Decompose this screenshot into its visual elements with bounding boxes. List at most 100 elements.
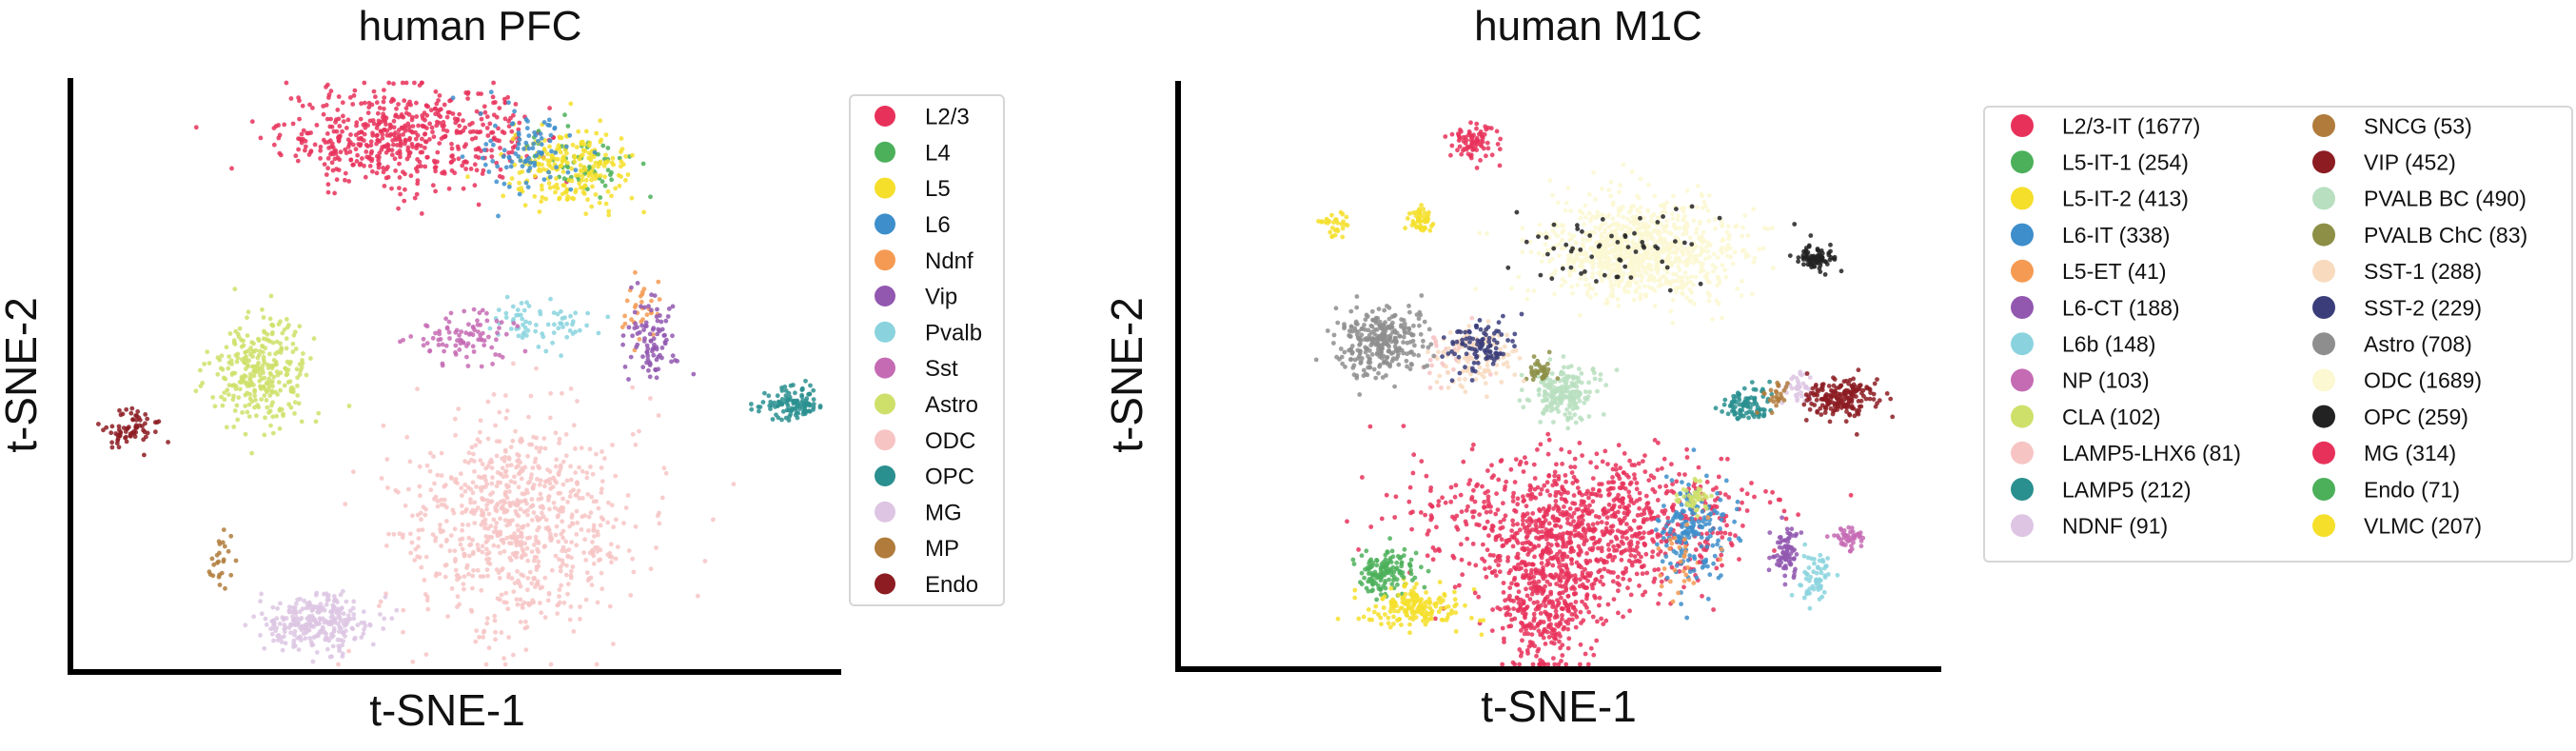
data-point [1690, 501, 1696, 506]
data-point [1599, 574, 1604, 580]
data-point [1585, 488, 1590, 494]
data-point [1501, 501, 1505, 506]
data-point [1637, 490, 1642, 496]
data-point [243, 404, 248, 408]
data-point [1557, 639, 1562, 644]
data-point [124, 439, 129, 445]
data-point [1541, 635, 1546, 641]
data-point [1572, 464, 1578, 470]
data-point [1524, 627, 1528, 632]
data-point [1692, 494, 1698, 499]
data-point [565, 500, 570, 504]
data-point [1601, 507, 1606, 513]
data-point [478, 418, 483, 424]
data-point [1438, 605, 1444, 611]
data-point [309, 608, 315, 613]
data-point [488, 138, 493, 144]
data-point [135, 409, 141, 414]
data-point [1730, 404, 1735, 409]
data-point [226, 548, 231, 554]
data-point [592, 149, 598, 155]
data-point [475, 437, 481, 443]
data-point [485, 538, 490, 543]
data-point [605, 168, 611, 173]
data-point [1552, 469, 1558, 475]
data-point [373, 94, 378, 100]
data-point [453, 567, 459, 573]
data-point [648, 338, 654, 344]
data-point [504, 535, 510, 541]
data-point [449, 586, 455, 591]
data-point [362, 138, 366, 144]
data-point [1590, 499, 1596, 504]
data-point [202, 362, 207, 366]
data-point [503, 468, 509, 474]
data-point [1422, 584, 1427, 590]
data-point [510, 136, 516, 142]
data-point [128, 431, 133, 437]
data-point [609, 503, 615, 508]
data-point [472, 500, 478, 505]
data-point [473, 443, 479, 448]
data-point [468, 486, 474, 492]
data-point [1722, 397, 1728, 403]
data-point [1551, 534, 1557, 540]
data-point [415, 386, 420, 392]
data-point [466, 460, 471, 465]
data-point [459, 485, 464, 491]
data-point [624, 298, 630, 304]
data-point [557, 468, 562, 474]
data-point [1558, 579, 1563, 583]
series-3 [1654, 447, 1743, 621]
legend-item: MG [875, 500, 962, 525]
data-point [336, 662, 341, 667]
data-point [479, 522, 484, 527]
data-point [508, 445, 514, 450]
data-point [540, 510, 544, 516]
data-point [520, 603, 524, 607]
data-point [289, 385, 294, 390]
data-point [1486, 533, 1491, 539]
data-point [1825, 556, 1830, 561]
data-point [1812, 561, 1817, 566]
data-point [1550, 599, 1555, 604]
data-point [1619, 549, 1624, 555]
data-point [229, 372, 235, 377]
data-point [1444, 618, 1449, 623]
data-point [256, 338, 262, 344]
data-point [480, 307, 485, 313]
data-point [1681, 568, 1686, 574]
data-point [1617, 476, 1622, 482]
data-point [384, 457, 390, 462]
data-point [1591, 652, 1597, 658]
data-point [500, 175, 505, 180]
data-point [1563, 619, 1569, 624]
data-point [484, 506, 489, 512]
data-point [1460, 572, 1465, 578]
data-point [1682, 472, 1687, 477]
data-point [257, 348, 263, 354]
data-point [235, 417, 241, 423]
data-point [1507, 612, 1513, 618]
data-point [316, 410, 322, 416]
data-point [313, 419, 319, 425]
data-point [1491, 553, 1496, 558]
data-point [1696, 464, 1701, 470]
data-point [1567, 535, 1572, 541]
data-point [518, 158, 523, 164]
data-point [536, 559, 541, 564]
data-point [1524, 533, 1530, 539]
data-point [473, 147, 479, 152]
data-point [584, 570, 590, 576]
data-point [557, 441, 561, 445]
data-point [1433, 616, 1438, 622]
data-point [1497, 569, 1503, 575]
data-point [328, 144, 334, 149]
data-point [1509, 528, 1514, 533]
data-point [786, 418, 792, 423]
data-point [263, 346, 268, 351]
data-point [327, 124, 333, 129]
data-point [1507, 585, 1513, 590]
data-point [366, 100, 372, 106]
data-point [1477, 512, 1483, 517]
